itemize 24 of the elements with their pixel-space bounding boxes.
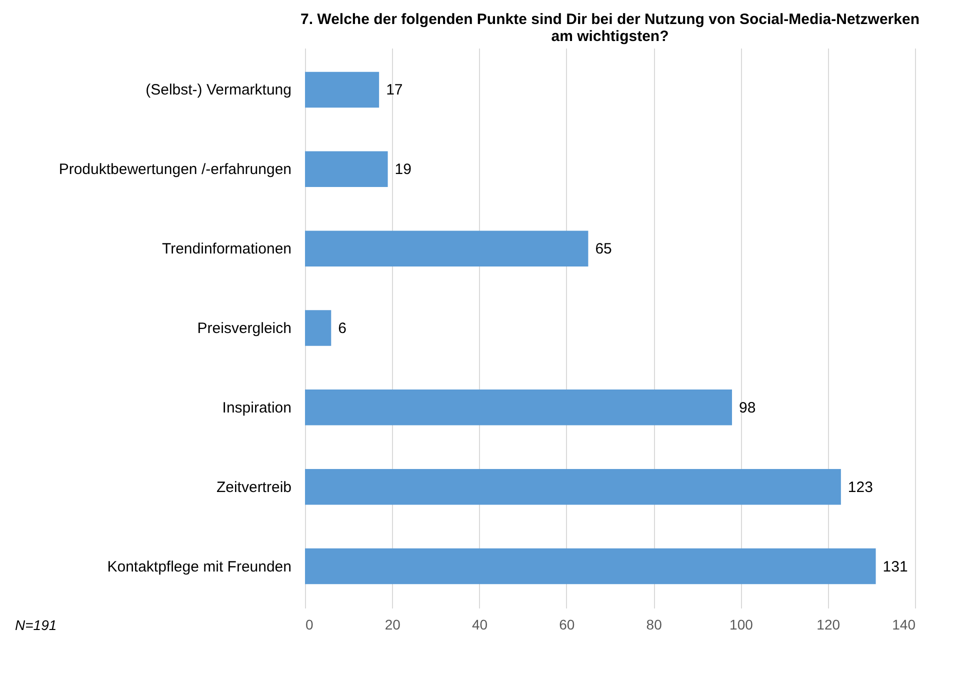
data-label: 131 (882, 558, 908, 576)
y-tick-label: Trendinformationen (162, 240, 292, 258)
data-label: 123 (848, 478, 873, 496)
y-tick-label: (Selbst-) Vermarktung (146, 82, 292, 99)
data-label: 65 (595, 240, 612, 258)
x-tick-label: 0 (306, 616, 314, 632)
x-tick-label: 100 (730, 616, 754, 632)
x-tick-label: 60 (559, 616, 575, 632)
y-tick-label: Produktbewertungen /-erfahrungen (58, 161, 292, 178)
text: N=191 (15, 617, 57, 633)
x-tick-label: 140 (892, 616, 916, 632)
chart-title: 7. Welche der folgenden Punkte sind Dir bei der Nutzung von Social-Media-Netzwerken am wichtigsten? (300, 11, 920, 45)
data-label: 17 (386, 82, 403, 99)
y-tick-label: Inspiration (222, 399, 292, 416)
data-label: 6 (338, 320, 346, 337)
x-tick-label: 40 (472, 616, 488, 632)
x-tick-label: 120 (816, 616, 840, 632)
data-label: 19 (394, 161, 412, 178)
y-tick-label: Kontaktpflege mit Freunden (107, 558, 292, 576)
y-tick-label: Preisvergleich (197, 320, 292, 337)
data-label: 98 (739, 399, 756, 416)
x-tick-label: 80 (646, 616, 662, 632)
x-tick-label: 20 (384, 616, 401, 632)
y-tick-label: Zeitvertreib (216, 478, 292, 496)
